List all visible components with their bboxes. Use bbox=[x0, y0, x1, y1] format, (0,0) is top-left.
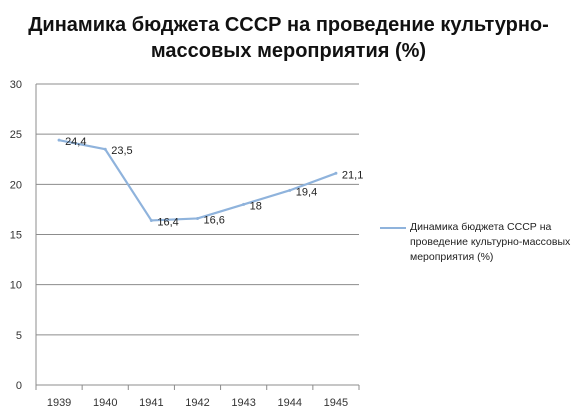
y-tick-label: 0 bbox=[16, 380, 22, 392]
y-tick-label: 15 bbox=[10, 230, 22, 242]
data-label: 23,5 bbox=[111, 145, 132, 157]
x-tick-label: 1944 bbox=[278, 397, 302, 409]
x-tick-label: 1942 bbox=[185, 397, 209, 409]
data-point bbox=[196, 216, 199, 220]
x-tick-label: 1943 bbox=[231, 397, 255, 409]
y-tick-label: 5 bbox=[16, 330, 22, 342]
series-line bbox=[58, 139, 337, 222]
y-tick-label: 20 bbox=[10, 179, 22, 191]
y-tick-label: 30 bbox=[10, 79, 22, 91]
data-point bbox=[103, 147, 107, 151]
data-label: 21,1 bbox=[342, 169, 363, 181]
legend-label: Динамика бюджета СССР на проведение куль… bbox=[410, 221, 571, 263]
x-tick-label: 1940 bbox=[93, 397, 117, 409]
y-tick-label: 10 bbox=[10, 280, 22, 292]
x-tick-label: 1941 bbox=[139, 397, 163, 409]
x-tick-label: 1945 bbox=[324, 397, 348, 409]
data-label: 24,4 bbox=[65, 136, 86, 148]
data-label: 18 bbox=[250, 200, 262, 212]
y-tick-label: 25 bbox=[10, 129, 22, 141]
data-point bbox=[288, 188, 292, 192]
data-label: 19,4 bbox=[296, 186, 317, 198]
data-point bbox=[242, 202, 246, 206]
data-label: 16,4 bbox=[157, 216, 178, 228]
data-point bbox=[334, 171, 338, 175]
data-point bbox=[57, 138, 61, 142]
chart-title: Динамика бюджета СССР на проведение куль… bbox=[28, 14, 549, 62]
x-tick-label: 1939 bbox=[47, 397, 71, 409]
data-label: 16,6 bbox=[204, 214, 225, 226]
legend-swatch bbox=[380, 227, 406, 229]
data-point bbox=[149, 218, 153, 222]
